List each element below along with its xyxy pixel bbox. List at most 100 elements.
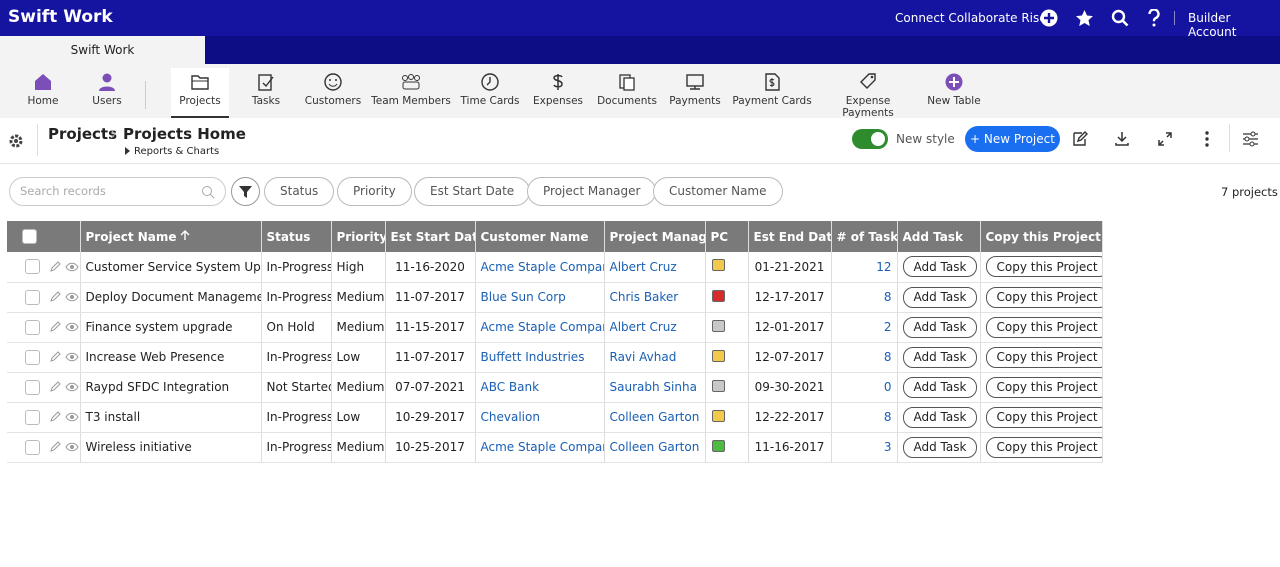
select-all-checkbox[interactable]: [22, 229, 37, 244]
customer-link[interactable]: Buffett Industries: [480, 350, 585, 364]
add-icon[interactable]: [1040, 9, 1058, 27]
manager-link[interactable]: Albert Cruz: [609, 259, 677, 274]
copy-project-button[interactable]: Copy this Project: [985, 376, 1101, 398]
nav-item[interactable]: Documents: [582, 68, 672, 118]
row-checkbox[interactable]: [25, 289, 40, 305]
view-row-icon[interactable]: [65, 411, 79, 423]
customer-link[interactable]: Chevalion: [480, 410, 540, 424]
nav-item[interactable]: Customers: [288, 68, 378, 118]
nav-item[interactable]: Projects: [171, 68, 229, 118]
filter-chip[interactable]: Customer Name: [653, 177, 783, 206]
view-row-icon[interactable]: [65, 261, 79, 273]
favorites-icon[interactable]: [1075, 9, 1094, 27]
column-header[interactable]: PC: [705, 221, 749, 252]
nav-item[interactable]: New Table: [909, 68, 999, 118]
customer-link[interactable]: Acme Staple Company: [480, 440, 604, 454]
column-header[interactable]: # of Tasks: [831, 221, 898, 252]
customer-link[interactable]: Acme Staple Company: [480, 259, 604, 274]
task-count[interactable]: 8: [883, 290, 892, 304]
task-count[interactable]: 8: [883, 410, 892, 424]
nav-item[interactable]: Team Members: [366, 68, 456, 118]
edit-row-icon[interactable]: [48, 440, 62, 454]
task-count[interactable]: 0: [883, 380, 892, 394]
edit-icon[interactable]: [1072, 131, 1088, 147]
add-task-button[interactable]: Add Task: [902, 316, 978, 338]
customer-link[interactable]: Blue Sun Corp: [480, 290, 566, 304]
row-checkbox[interactable]: [25, 319, 40, 335]
edit-row-icon[interactable]: [48, 260, 62, 274]
manager-link[interactable]: Albert Cruz: [609, 320, 677, 334]
copy-project-button[interactable]: Copy this Project: [985, 406, 1101, 428]
manager-link[interactable]: Saurabh Sinha: [609, 380, 697, 394]
nav-item[interactable]: Users: [62, 68, 152, 118]
nav-item[interactable]: Expense Payments: [823, 68, 913, 119]
edit-row-icon[interactable]: [48, 380, 62, 394]
search-icon[interactable]: [1111, 9, 1129, 27]
help-icon[interactable]: [1147, 9, 1161, 27]
edit-row-icon[interactable]: [48, 410, 62, 424]
nav-item[interactable]: Time Cards: [445, 68, 535, 118]
nav-item[interactable]: Expenses: [513, 68, 603, 118]
add-task-button[interactable]: Add Task: [902, 346, 978, 368]
copy-project-button[interactable]: Copy this Project: [985, 256, 1101, 278]
view-row-icon[interactable]: [65, 351, 79, 363]
task-count[interactable]: 2: [883, 320, 892, 334]
column-header[interactable]: Project Name: [80, 221, 262, 252]
edit-row-icon[interactable]: [48, 350, 62, 364]
column-header[interactable]: Est Start Date: [385, 221, 476, 252]
style-toggle[interactable]: [852, 129, 888, 149]
add-task-button[interactable]: Add Task: [902, 376, 978, 398]
column-header[interactable]: Add Task: [897, 221, 981, 252]
search-input[interactable]: Search records: [9, 177, 226, 206]
copy-project-button[interactable]: Copy this Project: [985, 316, 1101, 338]
edit-row-icon[interactable]: [48, 320, 62, 334]
row-checkbox[interactable]: [25, 409, 40, 425]
view-row-icon[interactable]: [65, 381, 79, 393]
task-count[interactable]: 12: [876, 259, 892, 274]
download-icon[interactable]: [1114, 131, 1130, 147]
new-project-button[interactable]: + New Project: [965, 126, 1060, 152]
manager-link[interactable]: Colleen Garton: [609, 440, 700, 454]
tab[interactable]: Swift Work: [0, 36, 205, 64]
row-checkbox[interactable]: [25, 439, 40, 455]
view-row-icon[interactable]: [65, 321, 79, 333]
column-header[interactable]: Status: [261, 221, 332, 252]
manager-link[interactable]: Ravi Avhad: [609, 350, 677, 364]
edit-row-icon[interactable]: [48, 290, 62, 304]
filter-chip[interactable]: Priority: [337, 177, 412, 206]
column-header[interactable]: Priority: [331, 221, 386, 252]
account-menu[interactable]: Builder Account: [1188, 11, 1237, 39]
nav-item[interactable]: Payments: [650, 68, 740, 118]
manager-link[interactable]: Chris Baker: [609, 290, 679, 304]
nav-item[interactable]: Home: [0, 68, 88, 118]
breadcrumb-root[interactable]: Projects: [48, 125, 118, 143]
customer-link[interactable]: Acme Staple Company: [480, 320, 604, 334]
nav-item[interactable]: Payment Cards: [727, 68, 817, 118]
add-task-button[interactable]: Add Task: [902, 286, 978, 308]
filter-button[interactable]: [231, 177, 260, 206]
columns-settings-icon[interactable]: [1242, 131, 1259, 147]
reports-link[interactable]: Reports & Charts: [134, 146, 220, 157]
more-icon[interactable]: [1203, 130, 1211, 148]
filter-chip[interactable]: Project Manager: [527, 177, 657, 206]
column-header[interactable]: Est End Date: [748, 221, 832, 252]
row-checkbox[interactable]: [25, 259, 40, 275]
column-header[interactable]: Customer Name: [475, 221, 605, 252]
manager-link[interactable]: Colleen Garton: [609, 410, 700, 424]
task-count[interactable]: 3: [883, 440, 892, 454]
copy-project-button[interactable]: Copy this Project: [985, 436, 1101, 458]
add-task-button[interactable]: Add Task: [902, 256, 978, 278]
copy-project-button[interactable]: Copy this Project: [985, 346, 1101, 368]
customer-link[interactable]: ABC Bank: [480, 380, 540, 394]
settings-icon[interactable]: [8, 133, 24, 149]
task-count[interactable]: 8: [883, 350, 892, 364]
filter-chip[interactable]: Est Start Date: [414, 177, 531, 206]
add-task-button[interactable]: Add Task: [902, 436, 978, 458]
row-checkbox[interactable]: [25, 349, 40, 365]
filter-chip[interactable]: Status: [264, 177, 335, 206]
view-row-icon[interactable]: [65, 441, 79, 453]
fullscreen-icon[interactable]: [1157, 131, 1173, 147]
column-header[interactable]: Project Manager: [604, 221, 706, 252]
row-checkbox[interactable]: [25, 379, 40, 395]
column-header[interactable]: Copy this Project: [980, 221, 1103, 252]
